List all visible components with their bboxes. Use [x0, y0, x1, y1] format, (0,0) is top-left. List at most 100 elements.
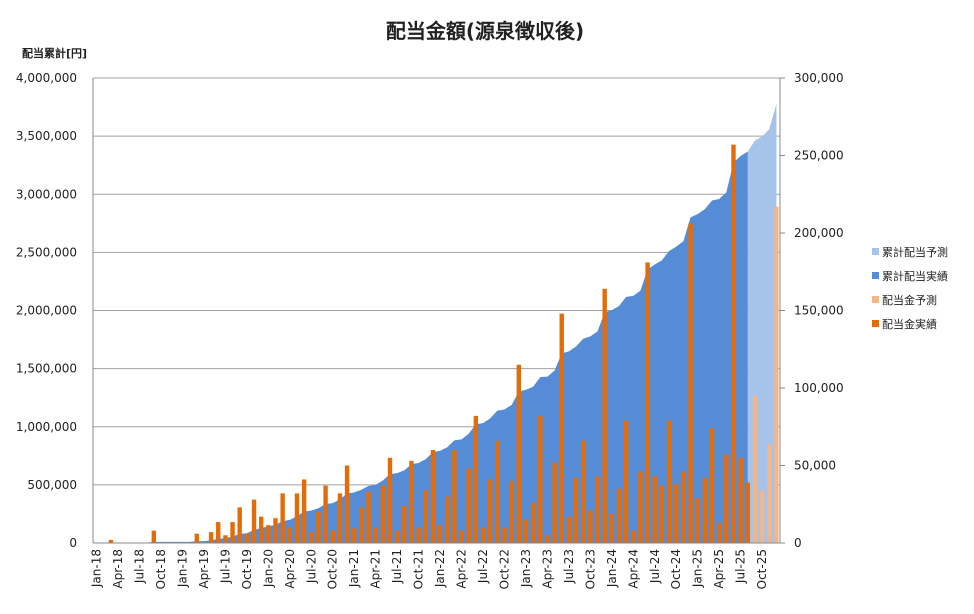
bar — [666, 420, 672, 543]
bar — [151, 530, 157, 543]
bar — [738, 457, 743, 543]
bar — [416, 527, 421, 543]
chart-title: 配当金額(源泉徴収後) — [386, 19, 584, 43]
x-tick-label: Jul-18 — [133, 549, 147, 584]
bar — [716, 522, 722, 543]
x-tick-label: Jan-22 — [433, 549, 447, 588]
bar — [767, 443, 772, 543]
bar — [359, 507, 364, 543]
bar — [287, 527, 292, 543]
area — [96, 151, 748, 543]
bar — [208, 532, 214, 543]
bar — [473, 415, 479, 543]
bar — [366, 491, 371, 543]
legend-swatch — [872, 320, 879, 327]
bar — [430, 450, 436, 543]
bar — [509, 481, 514, 543]
x-tick-label: Apr-22 — [455, 549, 469, 589]
bar — [480, 527, 486, 543]
bar — [566, 516, 572, 543]
bar — [752, 395, 758, 543]
y-tick-label: 0 — [69, 536, 77, 550]
bar — [330, 530, 335, 543]
x-tick-label: Jul-25 — [734, 549, 748, 584]
legend-label: 配当金実績 — [882, 317, 937, 331]
x-tick-label: Jan-23 — [519, 549, 533, 588]
bar — [437, 525, 443, 543]
bar — [774, 206, 779, 543]
y2-tick-label: 50,000 — [794, 459, 836, 473]
bar — [702, 477, 708, 543]
bar — [530, 502, 536, 543]
bar — [559, 313, 564, 543]
bar — [516, 364, 521, 543]
bar — [616, 488, 622, 543]
bar — [344, 465, 350, 543]
x-tick-label: Oct-19 — [240, 549, 254, 589]
bar — [487, 479, 493, 543]
bar — [266, 525, 271, 543]
bar — [309, 532, 314, 543]
bar — [631, 530, 636, 543]
bar — [352, 528, 357, 543]
bar — [409, 460, 414, 543]
x-tick-label: Jul-22 — [476, 549, 490, 584]
x-tick-label: Oct-24 — [669, 549, 683, 589]
bar — [645, 262, 650, 543]
bar — [230, 522, 235, 543]
x-tick-label: Oct-23 — [583, 549, 597, 589]
bar — [466, 468, 471, 543]
y-tick-label: 3,500,000 — [16, 129, 77, 143]
y2-tick-label: 250,000 — [794, 149, 844, 163]
bar — [301, 479, 307, 543]
x-tick-label: Jan-20 — [261, 549, 275, 588]
legend-swatch — [872, 296, 879, 303]
bar — [573, 477, 579, 543]
bar — [280, 493, 285, 543]
bar — [223, 535, 228, 543]
bar — [674, 484, 679, 543]
bar — [731, 144, 736, 543]
x-tick-label: Oct-21 — [412, 549, 426, 589]
y-axis-label: 配当累計[円] — [22, 46, 87, 60]
legend-swatch — [872, 272, 879, 279]
bar — [380, 485, 386, 543]
bar — [244, 533, 250, 543]
x-tick-label: Jan-19 — [175, 549, 189, 588]
y2-tick-label: 100,000 — [794, 381, 844, 395]
bar — [273, 518, 278, 543]
x-tick-label: Apr-19 — [197, 549, 211, 589]
x-tick-label: Jan-25 — [691, 549, 705, 588]
x-tick-label: Oct-22 — [497, 549, 511, 589]
y2-tick-label: 150,000 — [794, 304, 844, 318]
bar — [108, 539, 114, 543]
bar — [316, 512, 321, 543]
x-tick-label: Apr-21 — [369, 549, 383, 589]
y-tick-label: 1,000,000 — [16, 420, 77, 434]
x-tick-label: Jul-20 — [304, 549, 318, 584]
bar — [638, 471, 643, 543]
bar — [523, 519, 529, 543]
bar — [294, 493, 300, 543]
x-tick-label: Oct-18 — [154, 549, 168, 589]
bar — [445, 496, 450, 543]
x-tick-label: Jan-24 — [605, 549, 619, 588]
y2-tick-label: 0 — [794, 536, 802, 550]
bar — [538, 415, 543, 543]
bar — [323, 485, 328, 543]
bar — [552, 462, 557, 543]
bar — [759, 490, 765, 543]
legend-label: 配当金予測 — [882, 293, 937, 307]
bar — [595, 476, 600, 543]
bar — [216, 522, 221, 543]
y-tick-label: 4,000,000 — [16, 71, 77, 85]
legend-label: 累計配当予測 — [882, 245, 948, 259]
bar — [623, 420, 629, 543]
legend-label: 累計配当実績 — [882, 269, 948, 283]
bar — [659, 485, 665, 543]
bar — [681, 471, 686, 543]
x-tick-label: Apr-20 — [283, 549, 297, 589]
bar — [452, 450, 457, 543]
bar — [609, 513, 615, 543]
